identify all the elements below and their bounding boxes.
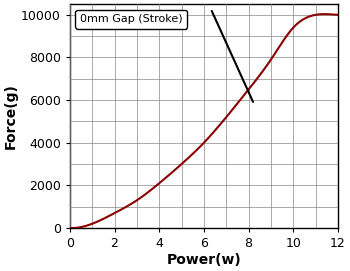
Legend: 0mm Gap (Stroke): 0mm Gap (Stroke): [75, 10, 187, 29]
Y-axis label: Force(g): Force(g): [4, 83, 18, 149]
X-axis label: Power(w): Power(w): [167, 253, 241, 267]
